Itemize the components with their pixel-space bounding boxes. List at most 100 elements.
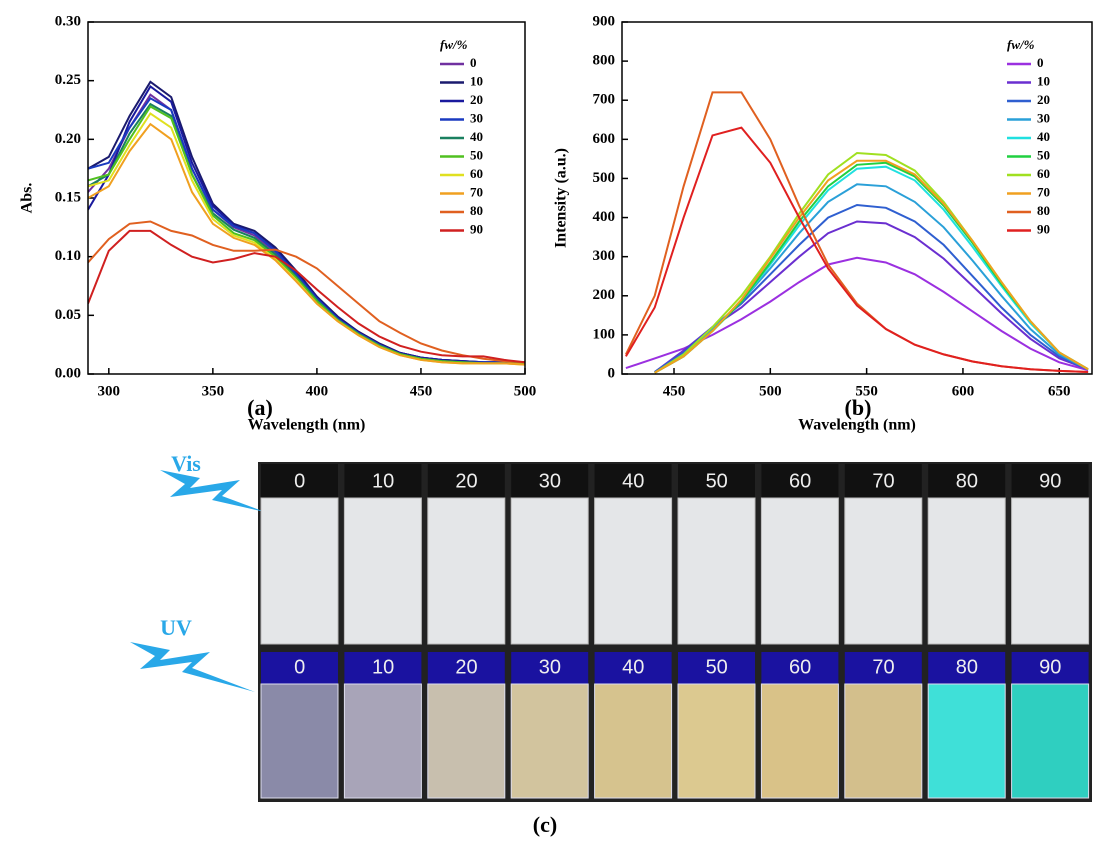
y-tick-label: 0	[608, 365, 616, 381]
uv-cap	[678, 652, 755, 684]
y-axis-label: Intensity (a.u.)	[553, 148, 570, 248]
x-tick-label: 550	[855, 383, 878, 399]
legend-label: 30	[470, 110, 483, 125]
uv-cap	[427, 652, 505, 684]
legend-label: 70	[470, 184, 483, 199]
series-line	[654, 220, 1089, 373]
vial-cap	[844, 464, 922, 498]
x-tick-label: 400	[306, 383, 329, 399]
uv-body	[760, 683, 839, 799]
vial-label: 70	[872, 470, 894, 492]
y-tick-label: 800	[593, 53, 616, 69]
vial-cap	[511, 464, 589, 498]
series-line	[88, 220, 525, 364]
y-axis-label: Abs.	[19, 183, 36, 214]
series-line	[88, 229, 525, 364]
y-tick-label: 0.30	[55, 13, 81, 29]
vial-body	[510, 497, 589, 645]
legend-label: 30	[1037, 110, 1050, 125]
uv-body	[343, 683, 422, 799]
uv-cap	[594, 652, 672, 684]
y-tick-label: 200	[593, 287, 616, 303]
y-tick-label: 300	[593, 248, 616, 264]
vial-body	[760, 497, 839, 645]
vial-body	[677, 497, 756, 645]
bolt-vis	[160, 470, 265, 512]
vial-label: 30	[539, 470, 561, 492]
y-tick-label: 900	[593, 13, 616, 29]
vial-label: 30	[539, 656, 561, 678]
vial-label: 20	[455, 470, 477, 492]
vial-label: 20	[455, 656, 477, 678]
vial-cap	[594, 464, 672, 498]
vis-label: Vis	[171, 451, 201, 476]
vial-label: 40	[622, 470, 644, 492]
legend-label: 10	[1037, 73, 1050, 88]
uv-body	[427, 683, 506, 799]
y-tick-label: 0.20	[55, 131, 81, 147]
uv-body	[260, 683, 339, 799]
uv-cap	[511, 652, 589, 684]
vial-label: 70	[872, 656, 894, 678]
vial-label: 10	[372, 656, 394, 678]
legend-label: 40	[470, 129, 483, 144]
y-tick-label: 400	[593, 209, 616, 225]
series-line	[88, 122, 525, 366]
x-tick-label: 450	[663, 383, 686, 399]
uv-body	[927, 683, 1006, 799]
y-tick-label: 100	[593, 326, 616, 342]
series-line	[88, 85, 525, 365]
vial-body	[594, 497, 673, 645]
vial-label: 80	[956, 470, 978, 492]
vial-cap	[761, 464, 839, 498]
x-tick-label: 500	[514, 383, 537, 399]
legend-label: 50	[1037, 147, 1050, 162]
series-line	[88, 105, 525, 365]
vial-body	[844, 497, 923, 645]
x-axis-label: Wavelength (nm)	[248, 417, 366, 434]
legend-title: fw/%	[1007, 37, 1035, 52]
y-tick-label: 0.15	[55, 189, 81, 205]
y-tick-label: 600	[593, 131, 616, 147]
series-line	[625, 256, 1089, 372]
vial-cap	[1011, 464, 1089, 498]
uv-body	[844, 683, 923, 799]
uv-cap	[1011, 652, 1089, 684]
x-tick-label: 600	[952, 383, 975, 399]
uv-cap	[844, 652, 922, 684]
legend-label: 20	[1037, 92, 1050, 107]
y-tick-label: 0.25	[55, 72, 81, 88]
legend-label: 90	[1037, 221, 1050, 236]
y-tick-label: 0.10	[55, 248, 81, 264]
vial-label: 60	[789, 470, 811, 492]
vial-cap	[261, 464, 338, 498]
bolt-uv	[130, 642, 255, 692]
uv-body	[510, 683, 589, 799]
vial-body	[1011, 497, 1090, 645]
x-tick-label: 500	[759, 383, 782, 399]
plot-frame	[87, 21, 526, 375]
legend-label: 60	[470, 166, 483, 181]
uv-cap	[261, 652, 338, 684]
series-line	[625, 91, 1089, 373]
vial-cap	[928, 464, 1006, 498]
vial-label: 50	[706, 470, 728, 492]
x-tick-label: 300	[98, 383, 121, 399]
uv-cap	[928, 652, 1006, 684]
legend-label: 40	[1037, 129, 1050, 144]
series-line	[625, 126, 1089, 373]
vial-label: 0	[294, 470, 305, 492]
panel-caption: (a)	[247, 395, 273, 420]
legend-label: 50	[470, 147, 483, 162]
y-tick-label: 0.00	[55, 365, 81, 381]
uv-cap	[761, 652, 839, 684]
y-tick-label: 500	[593, 170, 616, 186]
legend-title: fw/%	[440, 37, 468, 52]
plot-frame	[621, 21, 1093, 375]
series-line	[88, 93, 525, 364]
panel-caption: (b)	[845, 395, 872, 420]
series-line	[654, 165, 1089, 374]
vial-label: 40	[622, 656, 644, 678]
uv-cap	[344, 652, 422, 684]
vial-label: 50	[706, 656, 728, 678]
